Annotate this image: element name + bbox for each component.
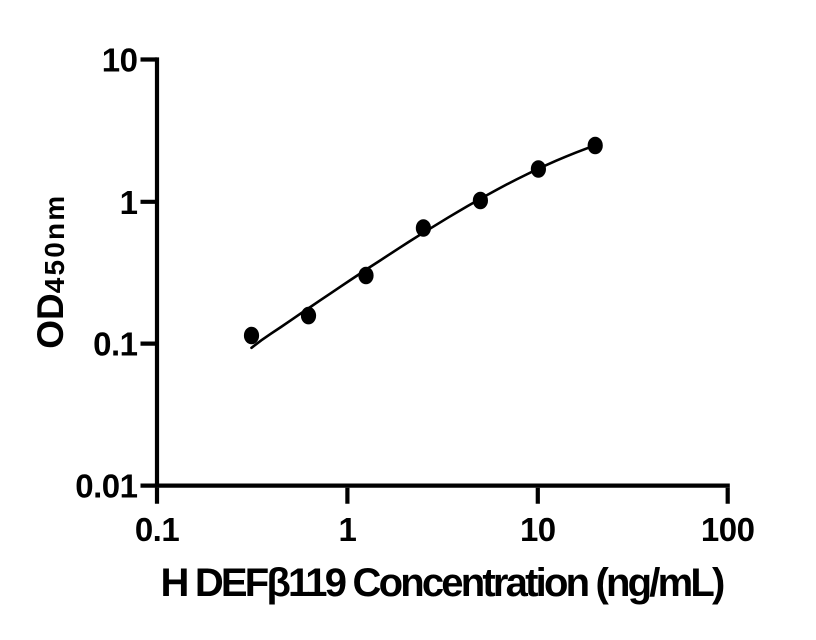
svg-text:100: 100 [701, 511, 755, 548]
svg-text:0.1: 0.1 [135, 511, 180, 548]
svg-text:1: 1 [338, 511, 356, 548]
svg-text:H DEFβ119 Concentration (ng/mL: H DEFβ119 Concentration (ng/mL) [160, 561, 724, 605]
svg-text:0.01: 0.01 [75, 468, 137, 505]
svg-text:10: 10 [520, 511, 556, 548]
svg-text:OD450nm: OD450nm [30, 194, 71, 349]
svg-text:10: 10 [102, 42, 138, 79]
svg-text:1: 1 [120, 184, 138, 221]
svg-text:0.1: 0.1 [93, 326, 138, 363]
